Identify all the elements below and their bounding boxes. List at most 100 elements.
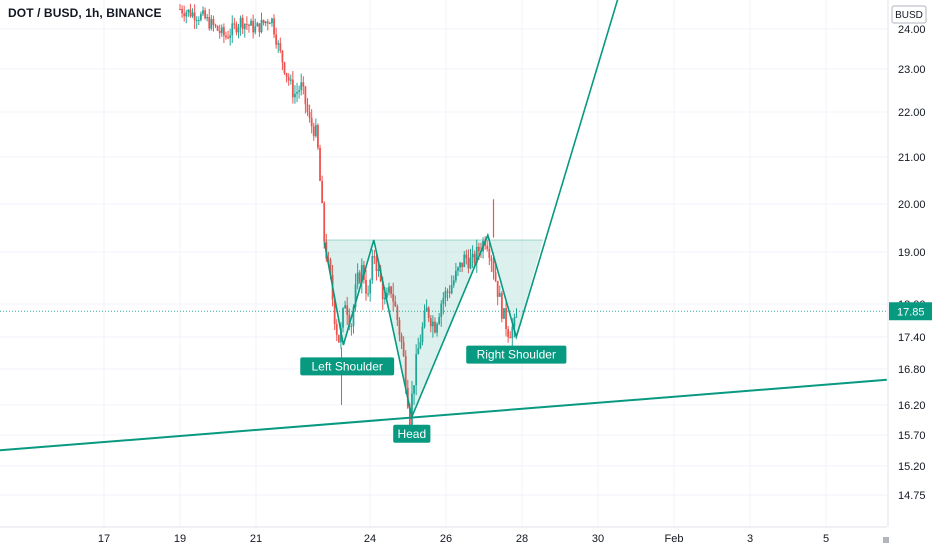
candle-body xyxy=(298,90,301,92)
candle-body xyxy=(208,17,211,29)
candle-body xyxy=(218,30,221,34)
candle-body xyxy=(381,281,384,300)
y-tick-label: 24.00 xyxy=(898,24,926,36)
candle-body xyxy=(350,326,353,328)
candle-body xyxy=(402,342,405,356)
y-tick-label: 15.20 xyxy=(898,461,926,473)
candle-body xyxy=(260,20,263,33)
candle-body xyxy=(448,292,451,294)
x-tick-label: 24 xyxy=(364,533,376,545)
candle-body xyxy=(352,307,355,327)
candle-body xyxy=(185,12,188,17)
y-tick-label: 17.40 xyxy=(898,332,926,344)
candle-body xyxy=(304,86,307,105)
y-tick-label: 22.00 xyxy=(898,107,926,119)
candle-body xyxy=(241,17,244,29)
candle-body xyxy=(189,9,192,17)
corner-marker xyxy=(883,537,889,543)
candle-body xyxy=(250,20,252,26)
candle-body xyxy=(204,10,206,19)
candle-body xyxy=(463,254,466,267)
candle-body xyxy=(319,147,321,181)
candle-body xyxy=(310,117,313,127)
candle-body xyxy=(511,326,514,338)
candle-body xyxy=(369,280,372,294)
candle-body xyxy=(227,37,229,39)
candle-body xyxy=(450,285,453,294)
x-tick-label: 21 xyxy=(250,533,262,545)
candle-body xyxy=(294,93,296,98)
candle-body xyxy=(473,253,476,264)
candle-body xyxy=(454,270,457,281)
candle-body xyxy=(256,23,259,27)
candle-body xyxy=(346,305,349,315)
candle-body xyxy=(314,125,317,137)
time-axis: 17 19 21 24 26 28 30 Feb 3 5 xyxy=(0,526,889,545)
candle-body xyxy=(193,12,196,21)
candle-body xyxy=(200,13,202,20)
candle-body xyxy=(268,23,271,25)
candle-body xyxy=(220,27,223,34)
y-tick-label: 15.70 xyxy=(898,430,926,442)
candle-body xyxy=(425,307,428,312)
candle-body xyxy=(344,305,347,309)
y-tick-label: 21.00 xyxy=(898,152,926,164)
grid xyxy=(0,0,887,527)
candle-body xyxy=(214,24,217,27)
candle-body xyxy=(438,316,441,324)
y-tick-label: 16.20 xyxy=(898,400,926,412)
candle-body xyxy=(206,17,209,19)
candle-body xyxy=(492,261,495,273)
candle-body xyxy=(231,23,234,36)
candle-body xyxy=(471,253,474,258)
candle-body xyxy=(488,248,491,258)
last-price-tag xyxy=(889,302,932,321)
pattern-labels: Left Shoulder Head Right Shoulder xyxy=(300,345,567,443)
y-tick-label: 19.00 xyxy=(898,247,926,259)
candle-body xyxy=(467,258,470,269)
candle-body xyxy=(252,20,255,33)
candle-body xyxy=(413,385,415,394)
candle-body xyxy=(289,79,292,81)
candle-body xyxy=(291,79,294,98)
candle-body xyxy=(417,348,420,355)
candle-body xyxy=(235,24,238,33)
pattern-label-bg xyxy=(300,357,395,376)
candle-body xyxy=(237,27,240,33)
candle-body xyxy=(308,112,311,118)
candle-body xyxy=(229,35,232,39)
candle-body xyxy=(360,265,363,283)
candle-body xyxy=(306,104,309,113)
candle-body xyxy=(283,62,286,74)
y-tick-label: 14.75 xyxy=(898,490,926,502)
candle-body xyxy=(457,267,459,271)
candle-body xyxy=(333,299,336,325)
pattern-label: Left Shoulder xyxy=(312,359,383,373)
candle-body xyxy=(245,23,248,25)
candle-body xyxy=(335,324,338,335)
candle-body xyxy=(277,43,280,45)
trendline xyxy=(0,378,887,452)
candle-body xyxy=(302,82,305,87)
pattern-label: Head xyxy=(397,427,426,441)
candle-body xyxy=(434,321,436,333)
candle-body xyxy=(505,308,507,330)
candle-body xyxy=(507,329,510,338)
price-axis: 24.0023.0022.0021.0020.0019.0018.0017.40… xyxy=(0,0,932,527)
candle-body xyxy=(195,20,198,22)
candle-body xyxy=(212,19,215,25)
y-tick-label: 20.00 xyxy=(898,199,926,211)
candle-body xyxy=(312,126,315,137)
pattern-label: Right Shoulder xyxy=(477,348,556,362)
x-tick-label: Feb xyxy=(665,533,684,545)
candle-body xyxy=(300,82,303,91)
y-tick-label: 16.80 xyxy=(898,364,926,376)
candle-body xyxy=(461,262,464,267)
candle-body xyxy=(329,259,332,276)
candle-body xyxy=(423,311,426,327)
currency-box xyxy=(891,5,927,24)
pattern-fill xyxy=(324,235,543,417)
candle-body xyxy=(421,326,424,342)
candle-body xyxy=(179,9,181,10)
